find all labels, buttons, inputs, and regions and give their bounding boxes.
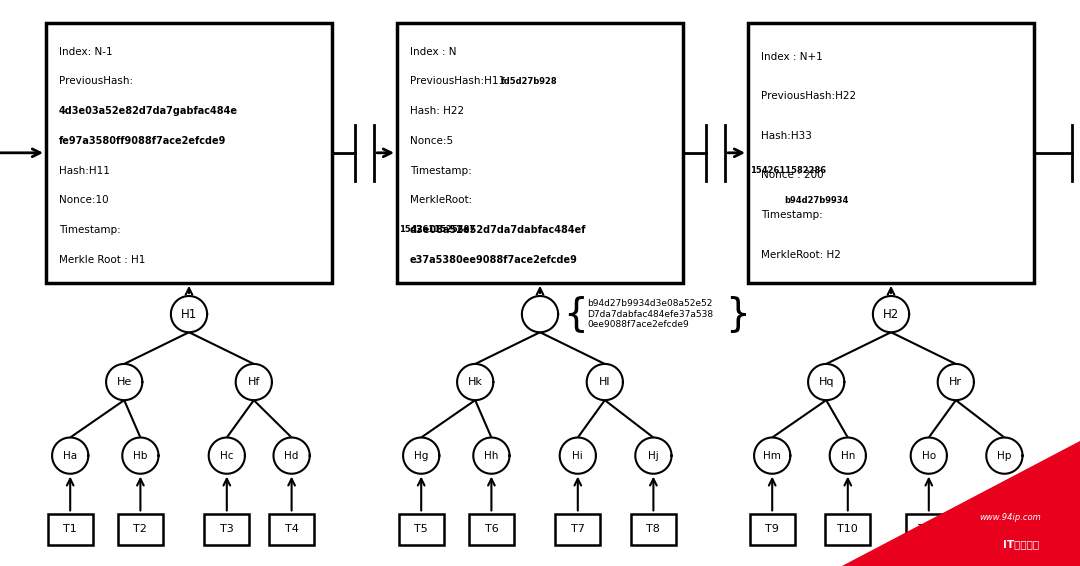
Text: e37a5380ee9088f7ace2efcde9: e37a5380ee9088f7ace2efcde9 [410, 255, 578, 265]
Text: Hg: Hg [414, 451, 429, 461]
Text: T4: T4 [285, 524, 298, 534]
Text: fd5d27b928: fd5d27b928 [501, 77, 557, 86]
Text: fe97a3580ff9088f7ace2efcde9: fe97a3580ff9088f7ace2efcde9 [58, 136, 226, 146]
Bar [906, 514, 951, 544]
Bar [48, 514, 93, 544]
Text: d3e08a52e52d7da7dabfac484ef: d3e08a52e52d7da7dabfac484ef [410, 225, 586, 235]
Text: www.94ip.com: www.94ip.com [978, 513, 1041, 522]
Polygon shape [586, 364, 623, 400]
Bar [825, 514, 870, 544]
Bar [631, 514, 676, 544]
Text: 1542611582286: 1542611582286 [751, 166, 826, 175]
Text: Hj: Hj [648, 451, 659, 461]
Polygon shape [635, 438, 672, 474]
Text: b94d27b9934: b94d27b9934 [784, 196, 849, 205]
Polygon shape [52, 438, 89, 474]
Text: PreviousHash:H11: PreviousHash:H11 [410, 76, 505, 87]
Bar [750, 514, 795, 544]
Polygon shape [403, 438, 440, 474]
Text: Hp: Hp [997, 451, 1012, 461]
Text: Hash:H11: Hash:H11 [58, 165, 110, 175]
Polygon shape [473, 438, 510, 474]
Text: b94d27b9934d3e08a52e52
D7da7dabfac484efe37a538
0ee9088f7ace2efcde9: b94d27b9934d3e08a52e52 D7da7dabfac484efe… [588, 299, 714, 329]
Text: Timestamp:: Timestamp: [410, 165, 472, 175]
Text: MerkleRoot: H2: MerkleRoot: H2 [760, 250, 840, 260]
Text: Index: N-1: Index: N-1 [58, 46, 112, 57]
Text: He: He [117, 377, 132, 387]
Text: 1542611525687: 1542611525687 [400, 225, 475, 234]
Text: Hm: Hm [764, 451, 781, 461]
Text: Ho: Ho [921, 451, 936, 461]
Polygon shape [171, 296, 207, 332]
Text: Hd: Hd [284, 451, 299, 461]
Text: Hash:H33: Hash:H33 [760, 131, 812, 141]
Bar [269, 514, 314, 544]
Bar [45, 23, 333, 283]
Polygon shape [457, 364, 494, 400]
Polygon shape [559, 438, 596, 474]
Text: Nonce:5: Nonce:5 [410, 136, 453, 146]
Text: T5: T5 [415, 524, 428, 534]
Bar [747, 23, 1034, 283]
Polygon shape [829, 438, 866, 474]
Text: Hc: Hc [220, 451, 233, 461]
Text: MerkleRoot:: MerkleRoot: [410, 195, 472, 205]
Text: {: { [564, 295, 589, 333]
Text: H1: H1 [180, 308, 198, 320]
Text: Ha: Ha [63, 451, 78, 461]
Bar [397, 23, 684, 283]
Polygon shape [235, 364, 272, 400]
Text: PreviousHash:: PreviousHash: [58, 76, 133, 87]
Polygon shape [522, 296, 558, 332]
Text: Timestamp:: Timestamp: [760, 210, 823, 220]
Bar [204, 514, 249, 544]
Text: T9: T9 [766, 524, 779, 534]
Text: Hh: Hh [484, 451, 499, 461]
Text: Hl: Hl [599, 377, 610, 387]
Bar [555, 514, 600, 544]
Text: T6: T6 [485, 524, 498, 534]
Polygon shape [873, 296, 909, 332]
Text: T1: T1 [64, 524, 77, 534]
Text: Hq: Hq [819, 377, 834, 387]
Text: Hf: Hf [247, 377, 260, 387]
Text: H2: H2 [882, 308, 900, 320]
Text: T11: T11 [918, 524, 940, 534]
Text: T10: T10 [837, 524, 859, 534]
Text: Index : N: Index : N [410, 46, 457, 57]
Text: Hr: Hr [949, 377, 962, 387]
Text: Hn: Hn [840, 451, 855, 461]
Polygon shape [937, 364, 974, 400]
Polygon shape [122, 438, 159, 474]
Text: Hk: Hk [468, 377, 483, 387]
Polygon shape [842, 441, 1080, 566]
Polygon shape [106, 364, 143, 400]
Polygon shape [808, 364, 845, 400]
Polygon shape [910, 438, 947, 474]
Text: Index : N+1: Index : N+1 [760, 52, 823, 62]
Text: Hi: Hi [572, 451, 583, 461]
Text: Hash: H22: Hash: H22 [410, 106, 464, 116]
Text: T3: T3 [220, 524, 233, 534]
Text: T8: T8 [647, 524, 660, 534]
Polygon shape [754, 438, 791, 474]
Text: Nonce : 200: Nonce : 200 [760, 170, 823, 181]
Text: 4d3e03a52e82d7da7gabfac484e: 4d3e03a52e82d7da7gabfac484e [58, 106, 238, 116]
Text: }: } [726, 295, 751, 333]
Bar [399, 514, 444, 544]
Text: T7: T7 [571, 524, 584, 534]
Text: Timestamp:: Timestamp: [58, 225, 121, 235]
Text: Hb: Hb [133, 451, 148, 461]
Polygon shape [986, 438, 1023, 474]
Text: T2: T2 [134, 524, 147, 534]
Polygon shape [208, 438, 245, 474]
Text: IT运维空间: IT运维空间 [1002, 539, 1039, 550]
Polygon shape [273, 438, 310, 474]
Text: Merkle Root : H1: Merkle Root : H1 [58, 255, 145, 265]
Text: PreviousHash:H22: PreviousHash:H22 [760, 91, 856, 101]
Bar [469, 514, 514, 544]
Bar [118, 514, 163, 544]
Text: Nonce:10: Nonce:10 [58, 195, 108, 205]
